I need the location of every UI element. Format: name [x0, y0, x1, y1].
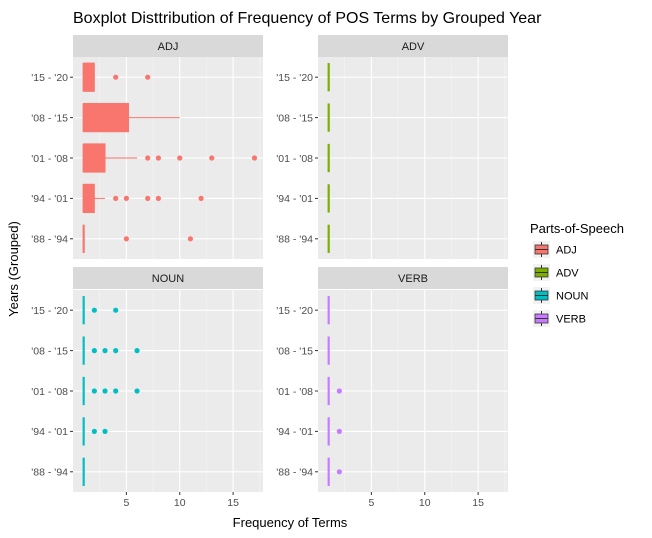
legend-item-adj: ADJ [533, 241, 577, 258]
y-axis-title: Years (Grouped) [6, 221, 21, 317]
x-tick-label: 10 [174, 497, 186, 509]
outlier-point [91, 388, 97, 394]
y-tick-label: '88 - '94 [31, 234, 68, 246]
panel-adj: ADJ '15 - '20 '08 - '15 '01 - '08 '94 - '01 '… [31, 35, 263, 259]
legend-label: VERB [556, 314, 586, 326]
outlier-point [336, 388, 342, 394]
outlier-point [113, 74, 119, 80]
chart-title: Boxplot Disttribution of Frequency of PO… [73, 10, 542, 27]
x-tick-label: 5 [123, 497, 129, 509]
y-tick-label: '88 - '94 [31, 467, 68, 479]
outlier-point [155, 195, 161, 201]
outlier-point [113, 195, 119, 201]
legend-title: Parts-of-Speech [530, 221, 624, 236]
legend-item-verb: VERB [533, 310, 586, 327]
x-tick-label: 15 [227, 497, 239, 509]
box-verb-94-01 [327, 417, 342, 446]
outlier-point [102, 388, 108, 394]
y-tick-label: '94 - '01 [276, 426, 313, 438]
outlier-point [113, 388, 119, 394]
outlier-point [145, 155, 151, 161]
legend-item-noun: NOUN [533, 287, 588, 304]
box-iqr [83, 62, 95, 92]
y-tick-label: '94 - '01 [31, 426, 68, 438]
outlier-point [91, 348, 97, 354]
y-tick-label: '08 - '15 [31, 345, 68, 357]
facet-panels: ADJ '15 - '20 '08 - '15 '01 - '08 '94 - '01 '… [31, 35, 508, 509]
outlier-point [336, 428, 342, 434]
y-tick-label: '94 - '01 [276, 193, 313, 205]
outlier-point [91, 428, 97, 434]
outlier-point [336, 469, 342, 475]
legend-label: ADV [556, 268, 579, 280]
outlier-point [113, 307, 119, 313]
y-tick-label: '01 - '08 [276, 153, 313, 165]
y-tick-label: '01 - '08 [31, 153, 68, 165]
outlier-point [123, 236, 129, 242]
outlier-point [91, 307, 97, 313]
outlier-point [198, 195, 204, 201]
y-tick-label: '88 - '94 [276, 234, 313, 246]
legend-label: NOUN [556, 291, 588, 303]
box-noun-15-20 [82, 296, 119, 325]
y-tick-label: '88 - '94 [276, 467, 313, 479]
legend: Parts-of-Speech ADJ ADV NOUN VERB [530, 221, 624, 327]
box-iqr [83, 102, 130, 133]
outlier-point [187, 236, 194, 242]
outlier-point [209, 155, 215, 161]
facet-strip-label: ADJ [158, 41, 179, 53]
panel-verb: VERB '15 - '20 '08 - '15 '01 - '08 '94 - '01… [276, 267, 508, 509]
x-tick-label: 10 [419, 497, 431, 509]
outlier-point [177, 155, 183, 161]
y-tick-label: '08 - '15 [276, 345, 313, 357]
outlier-point [134, 388, 140, 394]
box-iqr [83, 183, 95, 214]
y-tick-label: '01 - '08 [276, 386, 313, 398]
panel-noun: NOUN '15 - '20 '08 - '15 '01 - '08 '94 - '01… [31, 267, 263, 509]
facet-strip [318, 35, 508, 57]
x-tick-label: 5 [368, 497, 374, 509]
panel-adv: ADV '15 - '20 '08 - '15 '01 - '08 '94 - '01 '… [276, 35, 508, 259]
x-tick-label: 15 [472, 497, 484, 509]
x-axis-title: Frequency of Terms [233, 515, 348, 530]
box-noun-08-15 [82, 336, 140, 365]
y-tick-label: '08 - '15 [31, 112, 68, 124]
outlier-point [123, 195, 129, 201]
y-tick-label: '15 - '20 [276, 72, 313, 84]
outlier-point [113, 348, 119, 354]
facet-strip [73, 35, 263, 57]
outlier-point [102, 428, 108, 434]
legend-item-adv: ADV [533, 264, 579, 281]
facet-strip [73, 267, 263, 289]
box-adj-01-08 [82, 143, 258, 173]
facet-strip-label: NOUN [152, 273, 184, 285]
facet-strip-label: VERB [398, 273, 428, 285]
box-adj-88-94 [82, 224, 194, 253]
y-tick-label: '01 - '08 [31, 386, 68, 398]
y-tick-label: '08 - '15 [276, 112, 313, 124]
y-tick-label: '94 - '01 [31, 193, 68, 205]
box-noun-01-08 [82, 376, 140, 406]
outlier-point [155, 155, 161, 161]
outlier-point [145, 74, 151, 80]
y-tick-label: '15 - '20 [276, 305, 313, 317]
box-adj-15-20 [82, 62, 151, 92]
outlier-point [134, 348, 140, 354]
outlier-point [251, 155, 258, 161]
y-tick-label: '15 - '20 [31, 72, 68, 84]
outlier-point [145, 195, 151, 201]
facet-strip [318, 267, 508, 289]
box-noun-94-01 [82, 417, 108, 446]
outlier-point [102, 348, 108, 354]
box-adj-94-01 [82, 183, 204, 214]
box-adj-08-15 [82, 102, 180, 133]
box-verb-01-08 [327, 376, 342, 406]
box-verb-88-94 [327, 457, 342, 486]
facet-strip-label: ADV [402, 41, 425, 53]
legend-label: ADJ [556, 245, 577, 257]
y-tick-label: '15 - '20 [31, 305, 68, 317]
box-iqr [83, 143, 106, 173]
